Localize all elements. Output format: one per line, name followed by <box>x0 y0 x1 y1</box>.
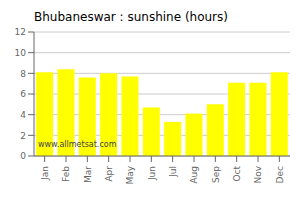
html-text:Bhubaneswar : sunshine (hours): Bhubaneswar : sunshine (hours) <box>34 10 228 24</box>
svg-text:Dec: Dec <box>275 166 285 183</box>
svg-text:Feb: Feb <box>61 166 71 182</box>
svg-text:4: 4 <box>20 110 26 120</box>
svg-text:Aug: Aug <box>189 166 199 184</box>
svg-text:May: May <box>125 165 135 184</box>
svg-text:2: 2 <box>20 131 26 141</box>
svg-text:8: 8 <box>20 69 26 79</box>
svg-text:0: 0 <box>20 151 26 161</box>
svg-text:Apr: Apr <box>104 166 114 182</box>
svg-text:Sep: Sep <box>211 166 221 183</box>
svg-text:Jun: Jun <box>147 166 157 181</box>
svg-text:Nov: Nov <box>253 165 263 183</box>
svg-text:Oct: Oct <box>232 166 242 182</box>
svg-text:Mar: Mar <box>83 166 93 183</box>
svg-text:Jul: Jul <box>168 166 178 178</box>
svg-text:12: 12 <box>15 27 26 37</box>
svg-text:Jan: Jan <box>40 166 50 181</box>
svg-text:10: 10 <box>15 48 27 58</box>
svg-text:6: 6 <box>20 89 26 99</box>
html-text:www.allmetsat.com: www.allmetsat.com <box>38 140 117 149</box>
